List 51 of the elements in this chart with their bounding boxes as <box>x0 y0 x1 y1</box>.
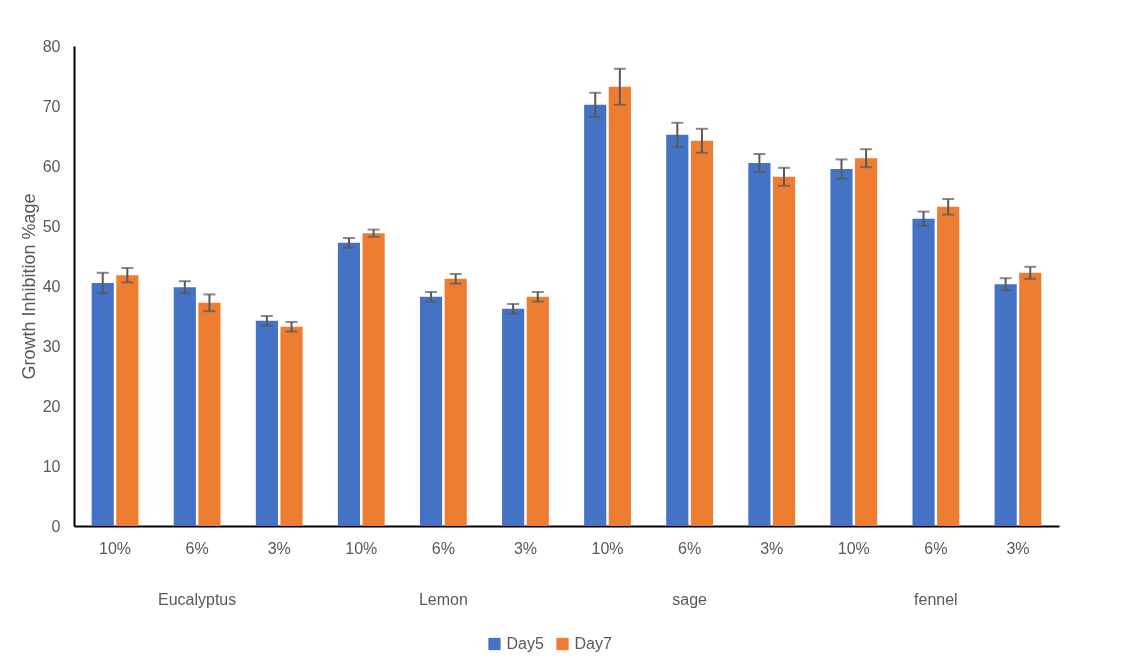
y-tick-label: 30 <box>42 337 61 355</box>
y-tick-label: 10 <box>42 457 61 475</box>
x-tick-label: 10% <box>837 539 870 557</box>
bar <box>419 296 443 526</box>
x-tick-label: 6% <box>924 539 948 557</box>
bar <box>584 104 607 526</box>
x-tick-label: 3% <box>1006 539 1030 557</box>
y-axis-title: Growth Inhibition %age <box>18 193 39 380</box>
bar <box>690 140 714 526</box>
bar <box>280 326 303 526</box>
bar <box>502 308 525 526</box>
bar <box>748 163 771 526</box>
x-tick-label: 3% <box>267 539 291 557</box>
y-tick-label: 20 <box>42 397 61 415</box>
x-tick-label: 6% <box>185 539 209 557</box>
bar <box>116 275 139 526</box>
bar <box>91 283 114 526</box>
bar <box>255 320 278 526</box>
bar <box>444 278 467 526</box>
bar <box>337 242 361 526</box>
bar <box>198 302 221 526</box>
text: fennel <box>914 591 958 608</box>
y-tick-label: 40 <box>42 277 61 295</box>
bar <box>1019 272 1042 526</box>
bar <box>855 158 878 526</box>
x-tick-label: 3% <box>760 539 784 557</box>
x-tick-label: 10% <box>345 539 378 557</box>
x-tick-label: 10% <box>591 539 624 557</box>
bar <box>608 86 631 526</box>
bar <box>666 134 689 526</box>
y-tick-label: 60 <box>42 157 61 175</box>
bar <box>526 296 549 526</box>
y-tick-label: 50 <box>42 217 61 235</box>
x-tick-label: 6% <box>431 539 455 557</box>
text: sage <box>672 591 708 608</box>
x-tick-label: 10% <box>99 539 132 557</box>
bar <box>830 169 853 526</box>
legend-label: Day5 <box>506 635 544 652</box>
bar <box>994 284 1017 526</box>
text: Lemon <box>418 591 468 608</box>
bar <box>912 218 935 526</box>
text: Eucalyptus <box>157 591 237 608</box>
x-tick-label: 6% <box>678 539 702 557</box>
y-tick-label: 70 <box>42 97 61 115</box>
legend-label: Day7 <box>574 635 612 652</box>
x-tick-label: 3% <box>513 539 538 557</box>
bar <box>937 206 960 526</box>
y-tick-label: 0 <box>51 517 61 535</box>
bar <box>173 287 196 526</box>
y-tick-label: 80 <box>42 37 61 55</box>
bar <box>772 176 796 526</box>
